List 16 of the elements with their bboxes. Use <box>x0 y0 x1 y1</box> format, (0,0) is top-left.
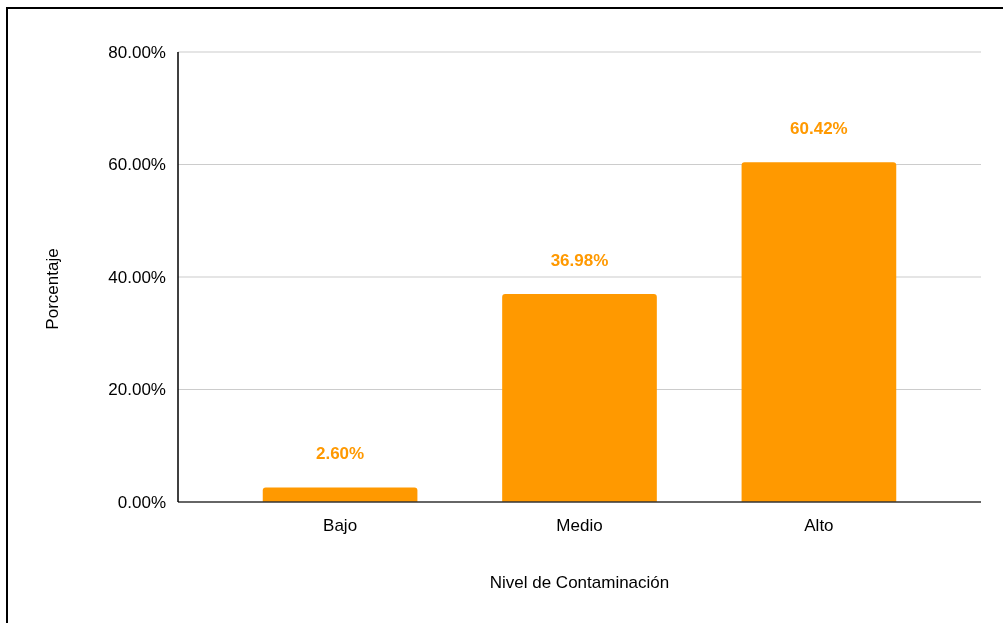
x-tick-label: Alto <box>804 515 834 535</box>
x-tick-label: Medio <box>556 515 603 535</box>
data-label: 36.98% <box>550 250 609 270</box>
y-axis-title: Porcentaje <box>42 248 62 330</box>
y-tick-label: 0.00% <box>117 492 166 512</box>
x-axis-title: Nivel de Contaminación <box>489 572 670 592</box>
bar <box>502 293 657 502</box>
data-label: 60.42% <box>790 119 848 139</box>
y-tick-label: 40.00% <box>108 267 166 287</box>
bar <box>741 162 897 502</box>
x-tick-label: Bajo <box>323 515 358 535</box>
y-tick-label: 20.00% <box>108 380 166 400</box>
data-label: 2.60% <box>315 444 365 464</box>
y-tick-label: 80.00% <box>108 42 166 62</box>
y-tick-label: 60.00% <box>108 155 166 175</box>
bar <box>262 487 418 502</box>
